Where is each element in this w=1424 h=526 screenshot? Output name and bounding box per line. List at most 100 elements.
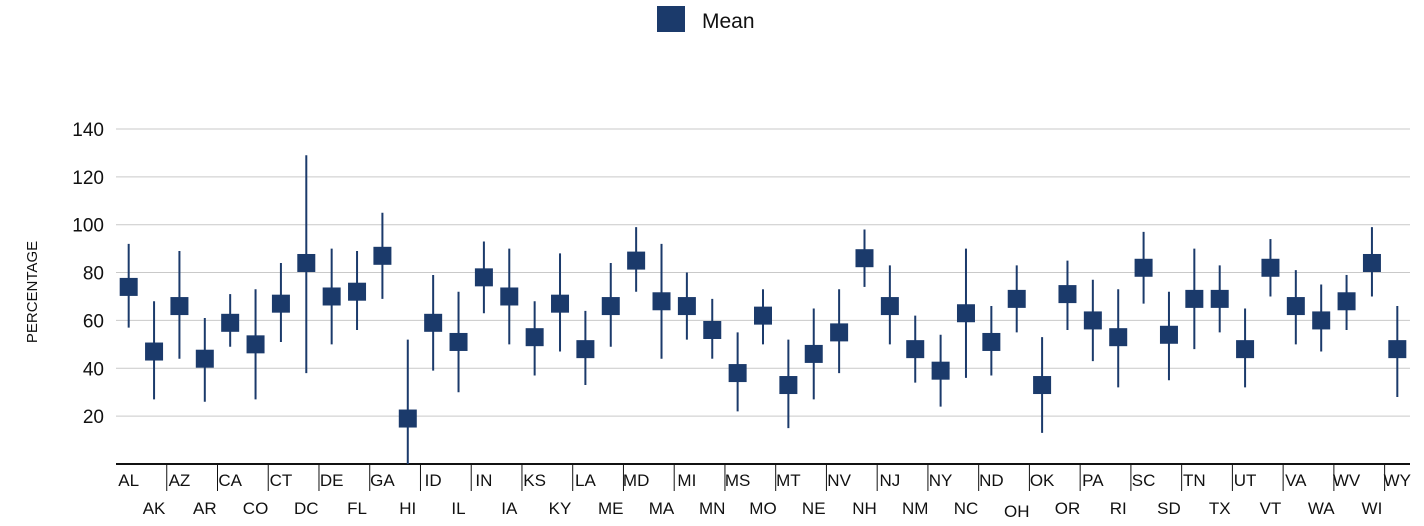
- x-tick-label-ca: CA: [218, 471, 242, 490]
- mean-marker-ar: [195, 349, 214, 368]
- x-tick-label-ia: IA: [501, 499, 518, 518]
- x-tick-label-al: AL: [118, 471, 139, 490]
- mean-marker-nd: [982, 332, 1001, 351]
- mean-marker-sd: [1159, 325, 1178, 344]
- grid-layer: [116, 128, 1410, 417]
- x-tick-label-ct: CT: [270, 471, 293, 490]
- mean-marker-wa: [1312, 311, 1331, 330]
- mean-marker-ky: [551, 294, 570, 313]
- mean-marker-wv: [1337, 292, 1356, 311]
- mean-marker-nh: [855, 249, 874, 268]
- mean-marker-mt: [779, 376, 798, 395]
- x-tick-label-ks: KS: [523, 471, 546, 490]
- x-tick-label-dc: DC: [294, 499, 319, 518]
- y-axis-title: PERCENTAGE: [24, 241, 41, 343]
- mean-marker-de: [322, 287, 341, 306]
- x-tick-label-ne: NE: [802, 499, 826, 518]
- mean-marker-in: [474, 268, 493, 287]
- x-tick-label-tn: TN: [1183, 471, 1206, 490]
- mean-marker-nv: [830, 323, 849, 342]
- mark-layer: [119, 155, 1407, 464]
- legend-label-mean: Mean: [702, 10, 755, 33]
- x-tick-label-va: VA: [1285, 471, 1307, 490]
- mean-marker-ms: [728, 364, 747, 383]
- mean-marker-vt: [1261, 258, 1280, 277]
- y-tick-label-100: 100: [72, 216, 104, 237]
- mean-marker-pa: [1083, 311, 1102, 330]
- mean-marker-ga: [373, 246, 392, 265]
- x-tick-label-me: ME: [598, 499, 624, 518]
- x-tick-label-nv: NV: [827, 471, 851, 490]
- x-tick-label-or: OR: [1055, 499, 1081, 518]
- y-tick-label-60: 60: [83, 311, 104, 332]
- x-tick-label-sc: SC: [1132, 471, 1156, 490]
- mean-marker-al: [119, 277, 138, 296]
- legend-swatch-mean: [657, 6, 685, 32]
- y-tick-label-40: 40: [83, 359, 104, 380]
- mean-marker-co: [246, 335, 265, 354]
- mean-marker-nj: [880, 297, 899, 316]
- mean-marker-ct: [271, 294, 290, 313]
- mean-marker-mn: [703, 320, 722, 339]
- mean-marker-tx: [1210, 289, 1229, 308]
- mean-marker-ak: [145, 342, 164, 361]
- axis-layer: 20 40 60 80 100 120 140 ALAKAZARCACOCTDCDEFLGAH…: [72, 120, 1411, 521]
- x-tick-label-ar: AR: [193, 499, 217, 518]
- x-tick-label-ky: KY: [549, 499, 572, 518]
- x-tick-label-wi: WI: [1362, 499, 1383, 518]
- mean-marker-nc: [956, 304, 975, 323]
- x-tick-label-mo: MO: [749, 499, 776, 518]
- mean-marker-oh: [1007, 289, 1026, 308]
- x-tick-label-il: IL: [451, 499, 465, 518]
- x-tick-label-in: IN: [475, 471, 492, 490]
- mean-marker-ca: [221, 313, 240, 332]
- x-tick-label-wv: WV: [1333, 471, 1361, 490]
- mean-marker-hi: [398, 409, 417, 428]
- x-tick-label-id: ID: [425, 471, 442, 490]
- x-tick-label-mi: MI: [677, 471, 696, 490]
- mean-marker-sc: [1134, 258, 1153, 277]
- mean-marker-ks: [525, 328, 544, 347]
- x-tick-label-sd: SD: [1157, 499, 1181, 518]
- x-tick-label-vt: VT: [1260, 499, 1282, 518]
- x-tick-label-md: MD: [623, 471, 649, 490]
- mean-marker-wi: [1362, 253, 1381, 272]
- x-tick-label-mn: MN: [699, 499, 725, 518]
- mean-marker-ri: [1109, 328, 1128, 347]
- x-tick-label-ms: MS: [725, 471, 751, 490]
- mean-marker-id: [424, 313, 443, 332]
- mean-marker-ma: [652, 292, 671, 311]
- x-tick-label-nm: NM: [902, 499, 928, 518]
- mean-marker-nm: [906, 340, 925, 359]
- x-tick-label-wa: WA: [1308, 499, 1335, 518]
- mean-marker-az: [170, 297, 189, 316]
- mean-marker-ne: [804, 344, 823, 363]
- x-tick-label-nh: NH: [852, 499, 877, 518]
- x-tick-label-ga: GA: [370, 471, 395, 490]
- y-tick-label-140: 140: [72, 120, 104, 141]
- x-tick-label-tx: TX: [1209, 499, 1231, 518]
- x-tick-label-nj: NJ: [879, 471, 900, 490]
- mean-marker-md: [627, 251, 646, 270]
- mean-marker-mo: [754, 306, 772, 325]
- mean-marker-ia: [500, 287, 519, 306]
- mean-marker-tn: [1185, 289, 1204, 308]
- y-tick-label-20: 20: [83, 407, 104, 428]
- y-tick-label-80: 80: [83, 264, 104, 285]
- x-tick-label-nd: ND: [979, 471, 1004, 490]
- x-tick-label-wy: WY: [1384, 471, 1411, 490]
- x-tick-label-pa: PA: [1082, 471, 1104, 490]
- mean-marker-ny: [931, 361, 950, 380]
- x-tick-label-ut: UT: [1234, 471, 1257, 490]
- x-tick-label-ny: NY: [929, 471, 953, 490]
- x-tick-label-co: CO: [243, 499, 269, 518]
- legend: Mean: [657, 6, 755, 33]
- mean-marker-dc: [297, 253, 316, 272]
- x-tick-label-ak: AK: [143, 499, 166, 518]
- mean-marker-fl: [348, 282, 367, 301]
- mean-marker-wy: [1388, 340, 1407, 359]
- mean-marker-il: [449, 332, 468, 351]
- x-tick-label-nc: NC: [954, 499, 979, 518]
